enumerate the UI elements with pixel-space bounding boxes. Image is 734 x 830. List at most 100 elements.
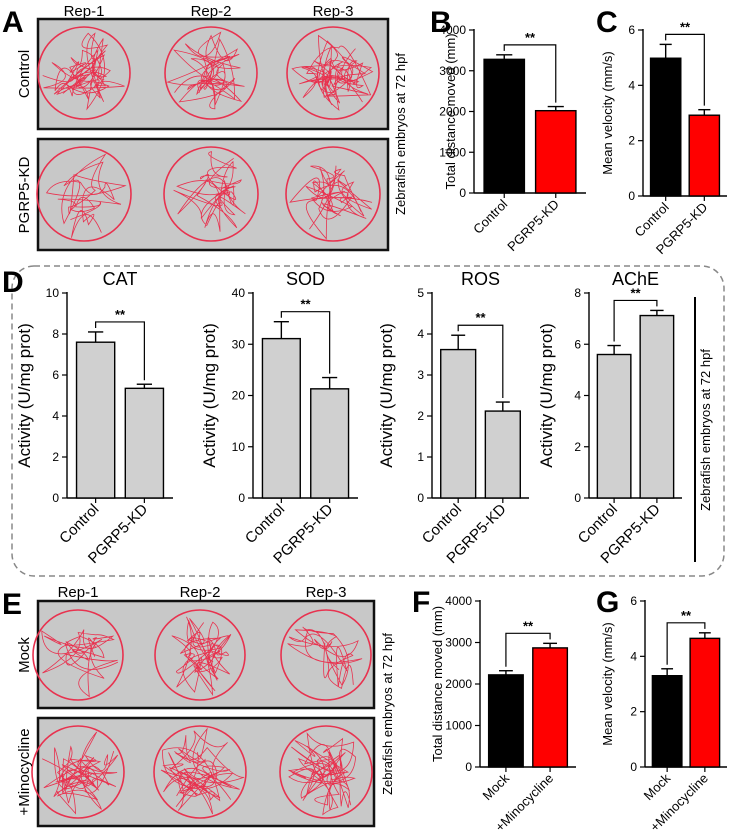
significance-bracket — [457, 324, 504, 399]
arena-boundary-track — [163, 146, 259, 242]
rep-3-label-e: Rep-3 — [306, 584, 347, 601]
y-tick-label: 2 — [628, 134, 635, 148]
bar-second — [484, 410, 521, 499]
rep-2-label-e: Rep-2 — [180, 584, 221, 601]
significance-label: ** — [681, 608, 692, 623]
swim-track-5 — [173, 151, 246, 232]
y-axis-label: Total distance moved (mm) — [430, 606, 445, 762]
row-label-pgrp5kd: PGRP5-KD — [16, 156, 33, 233]
bar-second — [310, 388, 350, 499]
y-tick-label: 1000 — [445, 719, 472, 733]
side-label-d: Zebrafish embryos at 72 hpf — [698, 349, 713, 511]
arena-boundary-track — [32, 609, 124, 701]
significance-bracket — [665, 33, 705, 106]
chart-title: CAT — [103, 269, 138, 289]
swim-track-3 — [291, 34, 374, 111]
bar-first — [487, 674, 524, 768]
bar-second — [124, 387, 165, 499]
y-tick-label: 6 — [628, 23, 635, 37]
panel-letter-e: E — [2, 588, 22, 621]
y-tick-label: 5 — [417, 286, 424, 300]
y-axis-label: Total distance moved (mm) — [443, 33, 458, 189]
significance-label: ** — [523, 618, 534, 633]
y-tick-label: 2 — [630, 705, 637, 719]
y-tick-label: 20 — [232, 389, 246, 403]
bar-second — [639, 314, 675, 499]
bar-second — [689, 637, 721, 768]
chart-title: ROS — [461, 269, 500, 289]
arena-boundary-track — [154, 609, 246, 701]
y-tick-label: 6 — [52, 368, 59, 382]
bar-second — [532, 647, 569, 768]
arena-boundary-track — [286, 26, 380, 120]
bar-first — [261, 337, 301, 499]
significance-label: ** — [115, 307, 126, 322]
y-tick-label: 2000 — [439, 105, 466, 119]
tracks-panel-e — [31, 609, 373, 819]
y-tick-label: 0 — [417, 491, 424, 505]
significance-bracket — [280, 311, 331, 374]
swim-track-1 — [41, 629, 119, 698]
y-tick-label: 2000 — [445, 677, 472, 691]
swim-track-2 — [171, 616, 232, 697]
y-tick-label: 3000 — [445, 636, 472, 650]
y-axis-label: Activity (U/mg prot) — [15, 323, 34, 468]
y-tick-label: 4 — [52, 409, 59, 423]
y-tick-label: 3 — [417, 368, 424, 382]
bar-first — [440, 348, 477, 499]
y-tick-label: 2 — [574, 440, 581, 454]
panel-letter-c: C — [596, 6, 618, 39]
rep-1-label-e: Rep-1 — [58, 584, 99, 601]
chart-title: AChE — [612, 269, 659, 289]
category-label: PGRP5-KD — [504, 197, 562, 255]
panel-letter-f: F — [412, 586, 430, 619]
row-label-minocycline: +Minocycline — [16, 728, 33, 815]
rep-3-label: Rep-3 — [313, 3, 354, 20]
bar-first — [596, 353, 632, 499]
y-tick-label: 30 — [232, 337, 246, 351]
swim-track-4 — [42, 731, 119, 815]
significance-label: ** — [300, 297, 311, 312]
swim-track-4 — [45, 153, 127, 238]
y-tick-label: 2 — [52, 450, 59, 464]
y-axis-label: Mean velocity (mm/s) — [600, 51, 615, 175]
y-tick-label: 1 — [417, 450, 424, 464]
category-label: Control — [56, 501, 102, 547]
y-tick-label: 0 — [628, 189, 635, 203]
swim-track-6 — [289, 165, 373, 240]
significance-label: ** — [680, 19, 691, 34]
y-tick-label: 3000 — [439, 64, 466, 78]
y-tick-label: 4000 — [439, 23, 466, 37]
row-label-control: Control — [16, 50, 33, 98]
swim-track-6 — [287, 732, 357, 816]
swim-track-5 — [160, 727, 245, 815]
significance-label: ** — [475, 310, 486, 325]
y-tick-label: 1000 — [439, 145, 466, 159]
arena-boundary-track — [37, 26, 131, 120]
panel-letter-b: B — [430, 6, 452, 39]
y-tick-label: 6 — [574, 337, 581, 351]
y-tick-label: 40 — [232, 286, 246, 300]
rep-2-label: Rep-2 — [191, 3, 232, 20]
arena-boundary-track — [285, 146, 381, 242]
arena-boundary-track — [279, 725, 373, 819]
swim-track-2 — [166, 31, 245, 110]
bar-second — [534, 109, 577, 194]
panel-letter-g: G — [596, 586, 619, 619]
tracks-panel-a — [36, 26, 381, 242]
y-tick-label: 0 — [630, 760, 637, 774]
side-label-e: Zebrafish embryos at 72 hpf — [380, 633, 395, 795]
swim-track-3 — [287, 626, 363, 689]
arena-boundary-track — [31, 725, 125, 819]
panel-letter-d: D — [2, 266, 24, 299]
y-tick-label: 0 — [465, 760, 472, 774]
y-tick-label: 0 — [238, 491, 245, 505]
y-tick-label: 0 — [574, 491, 581, 505]
